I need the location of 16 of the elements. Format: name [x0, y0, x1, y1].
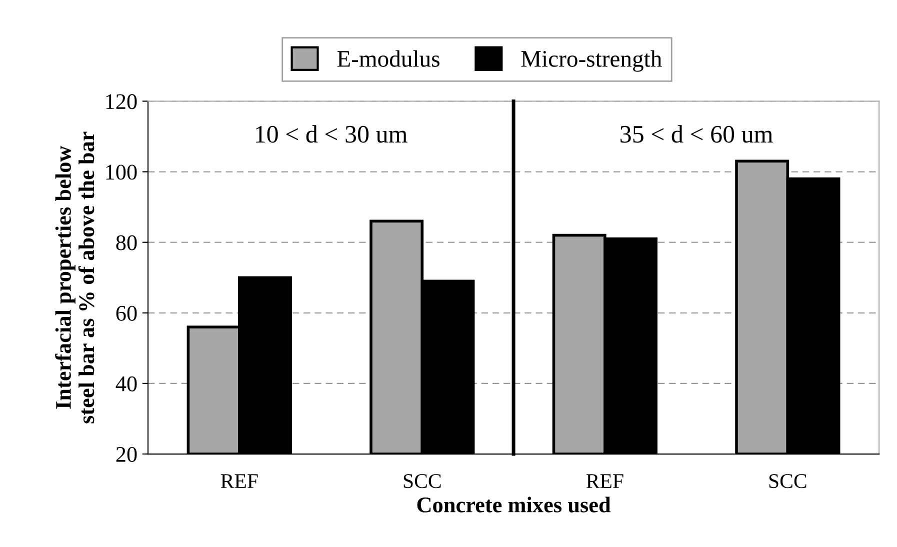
x-tick-label: REF [586, 474, 624, 488]
y-tick-label: 60 [116, 306, 137, 321]
x-tick-label: SCC [769, 474, 806, 488]
y-tick-label: 20 [116, 446, 137, 462]
y-tick-label: 120 [106, 94, 137, 110]
y-tick-label: 40 [116, 376, 137, 392]
x-tick-label: SCC [404, 474, 441, 488]
legend-label: E-modulus [337, 50, 440, 67]
y-tick-label: 80 [116, 235, 137, 250]
annotation: 35 < d < 60 um [620, 125, 773, 143]
y-axis-title: Interfacial properties below steel bar as % of above the bar [55, 132, 94, 424]
annotation: 10 < d < 30 um [256, 125, 408, 143]
x-tick-label: REF [220, 474, 258, 488]
x-axis-title: Concrete mixes used [417, 496, 611, 512]
y-tick-label: 100 [106, 164, 137, 180]
legend-label: Micro-strength [521, 50, 662, 72]
